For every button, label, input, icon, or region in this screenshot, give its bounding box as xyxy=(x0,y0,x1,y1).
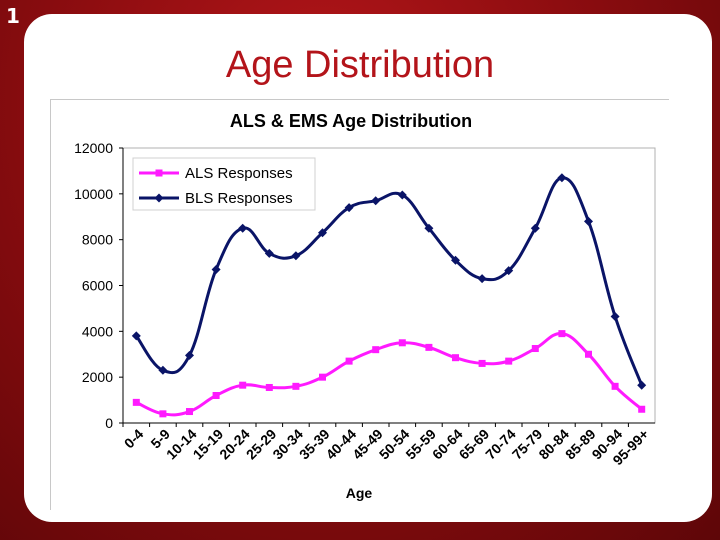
bls-responses-data-point xyxy=(318,228,327,238)
legend-label-als-responses: ALS Responses xyxy=(185,165,293,182)
als-responses-data-point xyxy=(478,359,486,367)
als-responses-data-point xyxy=(319,373,326,381)
y-tick-label: 6000 xyxy=(82,278,113,294)
als-responses-data-point xyxy=(638,405,646,413)
y-tick-label: 8000 xyxy=(82,232,113,248)
als-responses-data-point xyxy=(132,398,140,406)
als-responses-data-point xyxy=(265,383,273,391)
y-tick-label: 10000 xyxy=(74,186,113,202)
bls-responses-data-point xyxy=(264,248,274,258)
legend-marker-bls-responses xyxy=(154,193,164,203)
chart-container: ALS & EMS Age Distribution 0 2000 4000 6000 8… xyxy=(50,99,669,510)
als-responses-data-point xyxy=(372,346,380,354)
chart-title: ALS & EMS Age Distribution xyxy=(230,111,472,131)
bls-responses-data-point xyxy=(291,251,301,261)
als-responses-data-point xyxy=(558,330,566,338)
bls-responses-data-point xyxy=(344,203,354,213)
als-responses-data-point xyxy=(239,381,247,389)
bls-responses-data-point xyxy=(158,365,168,375)
bls-responses-data-point xyxy=(610,311,620,321)
als-responses-data-point xyxy=(425,343,433,351)
bls-responses-data-point xyxy=(530,223,540,233)
y-tick-label: 2000 xyxy=(82,369,113,385)
als-responses-data-point xyxy=(505,357,513,365)
bls-responses-data-point xyxy=(477,274,487,284)
legend-marker-als-responses xyxy=(155,169,163,177)
bls-responses-data-point xyxy=(637,380,647,390)
bls-responses-data-point xyxy=(424,223,434,233)
legend-label-bls-responses: BLS Responses xyxy=(185,190,293,207)
bls-responses-data-point xyxy=(451,255,460,265)
als-responses-data-point xyxy=(345,357,353,365)
bls-responses-data-point xyxy=(211,264,221,274)
slide-title: Age Distribution xyxy=(225,44,495,86)
slide-number: 1 xyxy=(6,4,20,28)
bls-responses-data-point xyxy=(584,216,593,226)
bls-responses-data-point xyxy=(557,173,567,183)
als-responses-data-point xyxy=(398,339,406,347)
als-responses-data-point xyxy=(531,345,539,353)
legend-box xyxy=(132,157,316,211)
y-tick-label: 4000 xyxy=(82,323,113,339)
als-responses-data-point xyxy=(611,382,619,390)
bls-responses-data-point xyxy=(371,196,381,206)
als-responses-data-point xyxy=(292,382,300,390)
x-axis-label: Age xyxy=(346,485,373,501)
als-responses-data-point xyxy=(186,408,193,416)
x-tick-label: 0-4 xyxy=(121,426,147,452)
bls-responses-data-point xyxy=(185,350,194,360)
als-responses-series-line xyxy=(135,332,643,417)
y-tick-label: 0 xyxy=(105,415,113,431)
als-responses-data-point xyxy=(452,354,459,362)
y-tick-label: 12000 xyxy=(74,140,113,156)
als-responses-data-point xyxy=(212,392,220,399)
line-chart: ALS & EMS Age Distribution 0 2000 4000 6000 8… xyxy=(74,111,656,501)
bls-responses-data-point xyxy=(131,331,141,341)
bls-responses-data-point xyxy=(238,223,248,233)
bls-responses-data-point xyxy=(504,266,514,276)
als-responses-data-point xyxy=(585,350,592,358)
als-responses-data-point xyxy=(159,410,167,418)
bls-responses-data-point xyxy=(397,190,407,200)
